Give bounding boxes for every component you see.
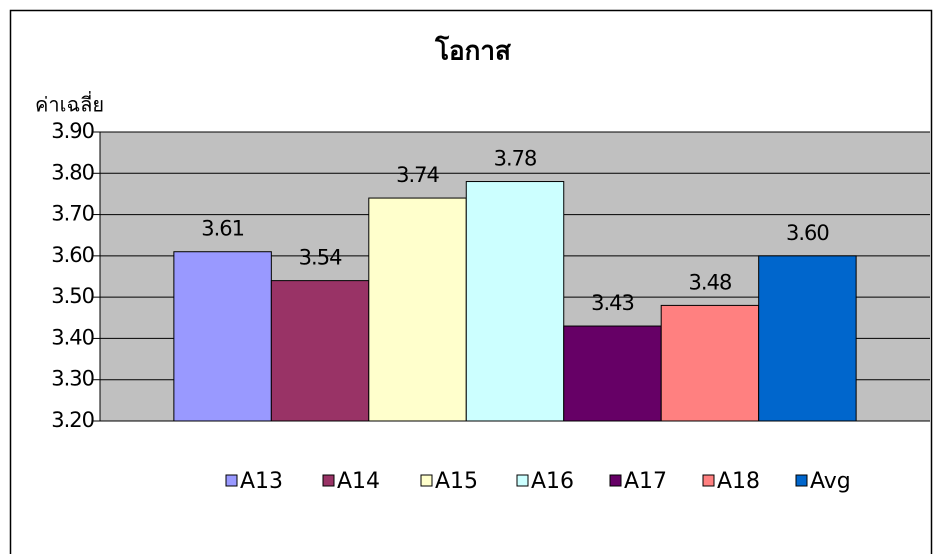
legend-label: A14 [337,469,380,494]
data-label: 3.54 [299,246,342,270]
data-label: 3.48 [689,270,732,294]
bar [368,197,467,422]
y-axis-label: ค่าเฉลี่ย [35,91,104,117]
legend-label: A16 [531,469,574,494]
y-tick-label: 3.30 [51,367,94,391]
legend-label: A17 [624,469,667,494]
bar [465,181,565,422]
legend-label: A18 [717,469,760,494]
y-tick-label: 3.70 [51,202,94,226]
y-tick-label: 3.20 [51,408,94,432]
y-tick-label: 3.60 [51,243,94,267]
legend-swatch [702,474,715,487]
legend-swatch [225,474,238,487]
data-label: 3.43 [591,291,634,315]
bar [660,304,760,422]
y-tick-label: 3.50 [51,284,94,308]
data-label: 3.61 [201,217,244,241]
data-label: 3.78 [494,147,537,171]
bar [758,255,857,422]
legend-swatch [609,474,622,487]
y-tick-label: 3.80 [51,160,94,184]
legend-label: Avg [810,469,851,494]
legend-swatch [516,474,529,487]
y-tick-label: 3.90 [51,119,94,143]
chart-title: โอกาส [434,35,511,67]
bar [270,280,370,422]
legend-swatch [795,474,808,487]
legend-swatch [420,474,433,487]
legend-label: A15 [435,469,478,494]
bar [173,251,272,422]
data-label: 3.74 [396,163,439,187]
bar [563,325,662,422]
legend-swatch [322,474,335,487]
data-label: 3.60 [786,221,829,245]
legend-label: A13 [240,469,283,494]
y-tick-label: 3.40 [51,325,94,349]
